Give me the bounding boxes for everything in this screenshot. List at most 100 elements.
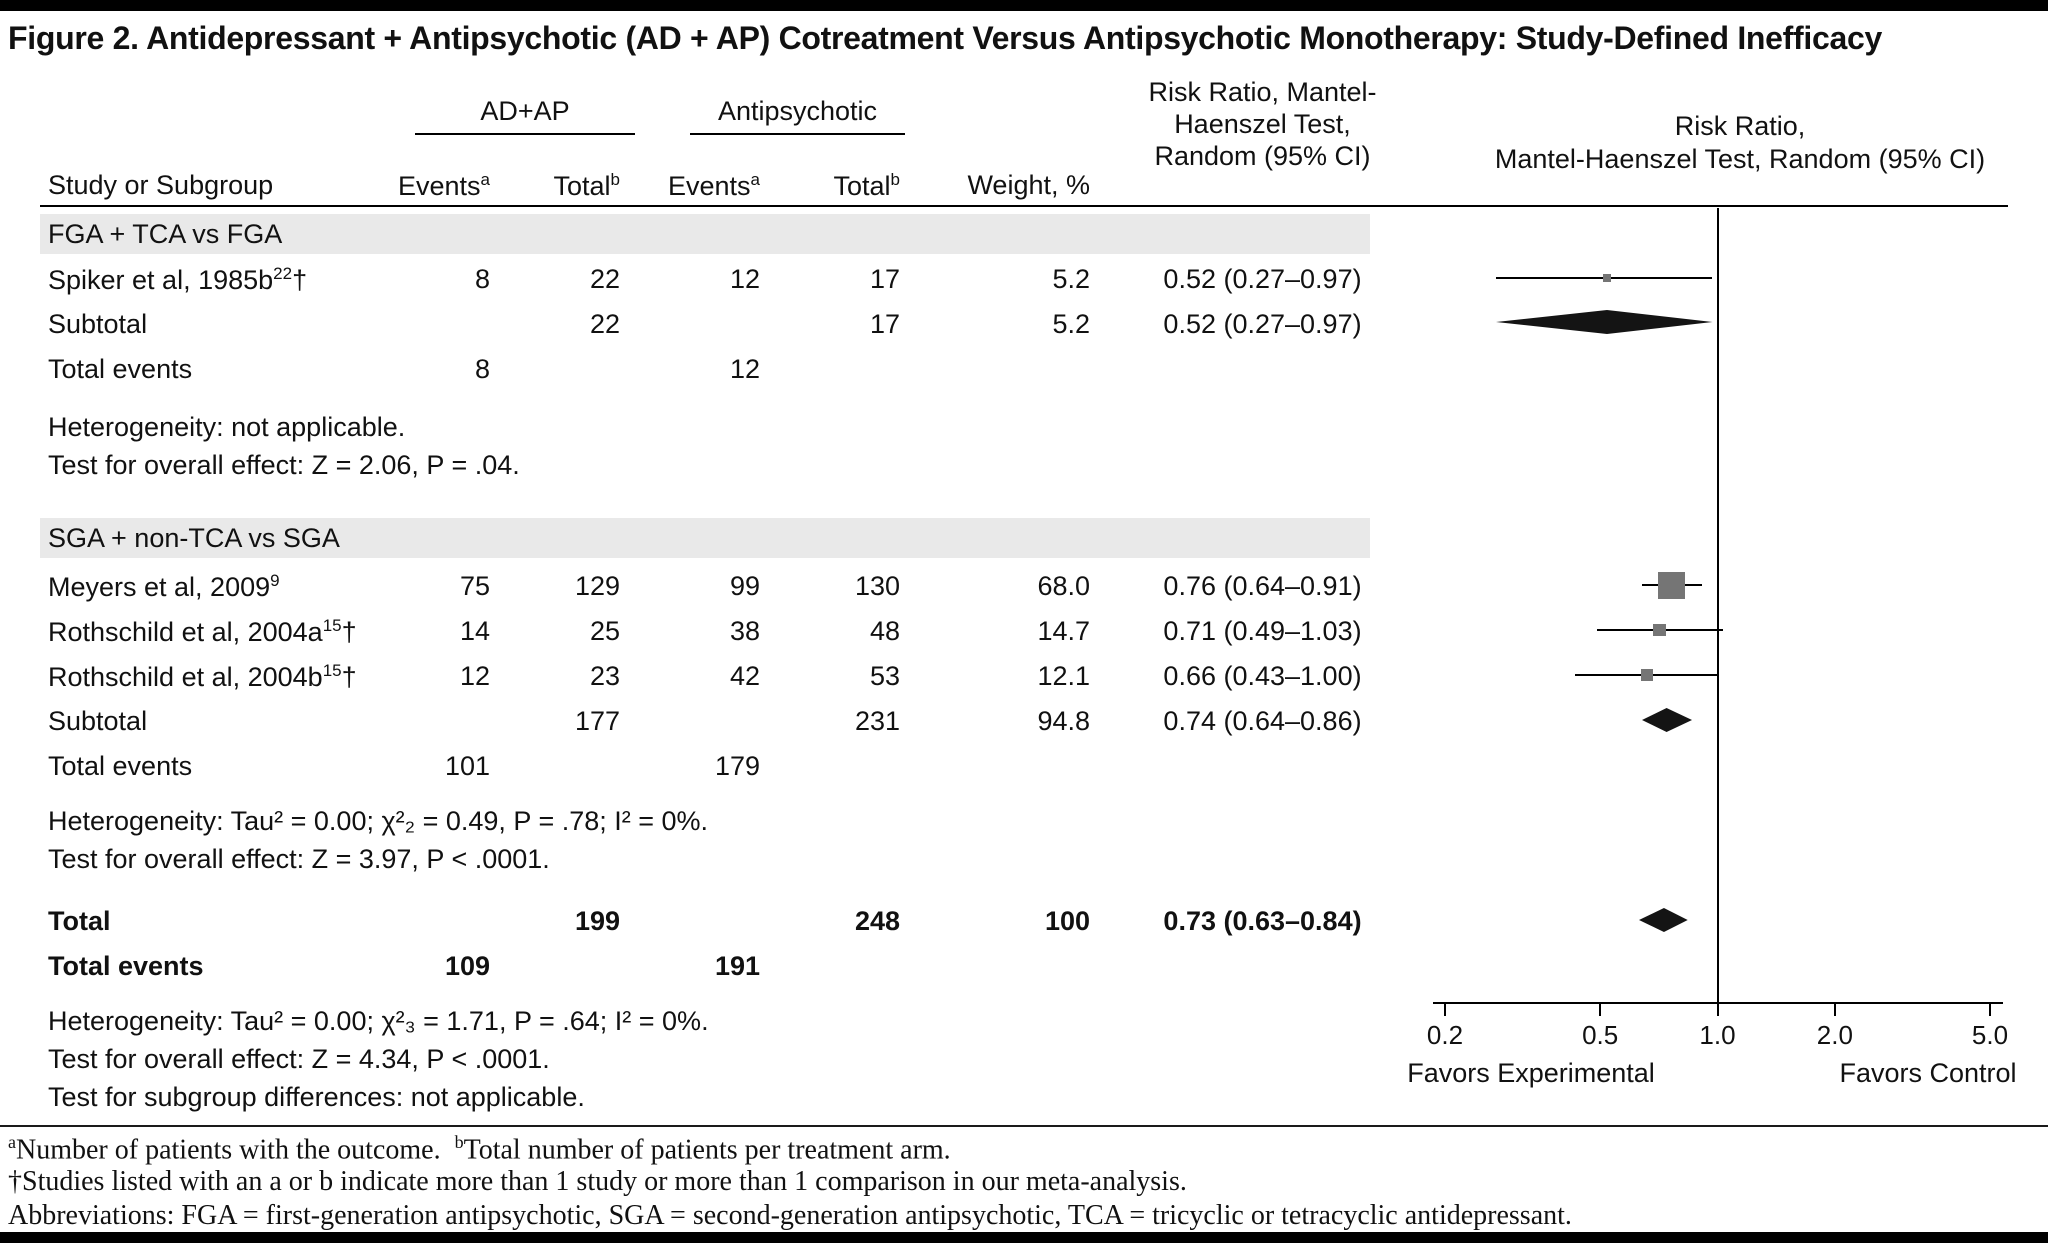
cell-total-ap: 17 bbox=[869, 264, 900, 294]
rr-header-line3: Random (95% CI) bbox=[1154, 141, 1371, 171]
subtotal-label: Subtotal bbox=[48, 309, 148, 339]
study-name-spiker: Spiker et al, 1985b22† bbox=[48, 264, 307, 296]
col-total-label: Total bbox=[553, 171, 611, 201]
axis-tick bbox=[1599, 1002, 1602, 1016]
cell-total-adap: 129 bbox=[574, 571, 620, 601]
footnote-abbreviations: Abbreviations: FGA = first-generation an… bbox=[8, 1200, 1572, 1231]
axis-tick-label: 2.0 bbox=[1816, 1020, 1853, 1050]
cell-events-adap: 75 bbox=[459, 571, 490, 601]
subtotal-weight: 5.2 bbox=[1052, 309, 1090, 339]
effect-square bbox=[1657, 571, 1685, 599]
subgroup-label-sga: SGA + non-TCA vs SGA bbox=[48, 523, 340, 553]
group-header-antipsychotic: Antipsychotic bbox=[717, 96, 878, 126]
axis-tick-label: 5.0 bbox=[1971, 1020, 2009, 1050]
grand-total-events-ap: 191 bbox=[714, 951, 760, 981]
col-total-sup: b bbox=[610, 170, 620, 189]
effect-square bbox=[1653, 623, 1666, 637]
subtotal-total-adap: 177 bbox=[574, 706, 620, 736]
plot-column-header: Risk Ratio, Mantel-Haenszel Test, Random… bbox=[1440, 110, 2040, 176]
grand-total-events-adap: 109 bbox=[444, 951, 490, 981]
study-dagger: † bbox=[341, 662, 357, 692]
group-underline-adap bbox=[415, 133, 635, 135]
top-rule bbox=[0, 0, 2048, 11]
footnote-rule bbox=[0, 1125, 2048, 1127]
cell-total-ap: 53 bbox=[869, 661, 900, 691]
study-ref-sup: 15 bbox=[322, 616, 342, 635]
rr-header-line1: Risk Ratio, Mantel- bbox=[1148, 77, 1377, 107]
study-dagger: † bbox=[292, 265, 308, 295]
subgroup-band-sga: SGA + non-TCA vs SGA bbox=[40, 518, 1370, 558]
axis-tick bbox=[1716, 1002, 1719, 1016]
heterogeneity-note-fga: Heterogeneity: not applicable. bbox=[48, 412, 406, 442]
figure-title: Figure 2. Antidepressant + Antipsychotic… bbox=[8, 20, 1882, 56]
subtotal-total-adap: 22 bbox=[589, 309, 620, 339]
cell-events-adap: 8 bbox=[474, 264, 490, 294]
total-events-adap: 101 bbox=[444, 751, 490, 781]
footnote-sup-b: b bbox=[454, 1132, 464, 1152]
cell-weight: 5.2 bbox=[1052, 264, 1090, 294]
study-text: Meyers et al, 2009 bbox=[48, 572, 271, 602]
col-events-sup: a bbox=[480, 170, 490, 189]
overall-effect-note-total: Test for overall effect: Z = 4.34, P < .… bbox=[48, 1044, 550, 1074]
study-text: Rothschild et al, 2004b bbox=[48, 662, 323, 692]
axis-tick bbox=[1444, 1002, 1446, 1016]
favors-experimental-label: Favors Experimental bbox=[1407, 1058, 1655, 1088]
grand-total-ap: 248 bbox=[854, 906, 900, 936]
cell-events-adap: 14 bbox=[459, 616, 490, 646]
subtotal-total-ap: 231 bbox=[854, 706, 900, 736]
study-ref-sup: 22 bbox=[273, 264, 293, 283]
cell-rr-ci: 0.71 (0.49–1.03) bbox=[1163, 616, 1362, 646]
subgroup-label-fga: FGA + TCA vs FGA bbox=[48, 219, 283, 249]
group-header-adap: AD+AP bbox=[480, 96, 570, 126]
plot-header-line1: Risk Ratio, bbox=[1674, 111, 1806, 141]
footnote-ab: aNumber of patients with the outcome. bTo… bbox=[8, 1132, 951, 1166]
subgroup-difference-note: Test for subgroup differences: not appli… bbox=[48, 1082, 585, 1112]
cell-weight: 14.7 bbox=[1037, 616, 1090, 646]
heterogeneity-note-sga: Heterogeneity: Tau² = 0.00; χ²₂ = 0.49, … bbox=[48, 806, 709, 836]
cell-events-ap: 42 bbox=[729, 661, 760, 691]
axis-tick-label: 1.0 bbox=[1699, 1020, 1736, 1050]
study-ref-sup: 15 bbox=[322, 661, 342, 680]
cell-total-ap: 48 bbox=[869, 616, 900, 646]
cell-events-ap: 12 bbox=[729, 264, 760, 294]
study-text: Rothschild et al, 2004a bbox=[48, 617, 323, 647]
total-events-label: Total events bbox=[48, 751, 193, 781]
col-events-ap: Eventsa bbox=[650, 170, 760, 202]
overall-effect-note-sga: Test for overall effect: Z = 3.97, P < .… bbox=[48, 844, 550, 874]
total-events-ap: 179 bbox=[714, 751, 760, 781]
col-total-label: Total bbox=[833, 171, 891, 201]
subtotal-total-ap: 17 bbox=[869, 309, 900, 339]
cell-total-adap: 25 bbox=[589, 616, 620, 646]
study-name-rothschild-a: Rothschild et al, 2004a15† bbox=[48, 616, 357, 648]
col-events-label: Events bbox=[397, 171, 481, 201]
cell-total-ap: 130 bbox=[854, 571, 900, 601]
axis-tick-label: 0.2 bbox=[1426, 1020, 1464, 1050]
cell-total-adap: 23 bbox=[589, 661, 620, 691]
cell-rr-ci: 0.52 (0.27–0.97) bbox=[1163, 264, 1362, 294]
grand-total-weight: 100 bbox=[1044, 906, 1090, 936]
cell-rr-ci: 0.76 (0.64–0.91) bbox=[1163, 571, 1362, 601]
grand-total-adap: 199 bbox=[574, 906, 620, 936]
total-events-adap: 8 bbox=[474, 354, 490, 384]
subgroup-band-fga: FGA + TCA vs FGA bbox=[40, 214, 1370, 254]
study-text: Spiker et al, 1985b bbox=[48, 265, 274, 295]
grand-total-events-label: Total events bbox=[48, 951, 204, 981]
col-events-label: Events bbox=[667, 171, 751, 201]
study-ref-sup: 9 bbox=[270, 571, 280, 590]
grand-total-rr-ci: 0.73 (0.63–0.84) bbox=[1163, 906, 1362, 936]
col-total-ap: Totalb bbox=[790, 170, 900, 202]
subtotal-label: Subtotal bbox=[48, 706, 148, 736]
subtotal-rr-ci: 0.52 (0.27–0.97) bbox=[1163, 309, 1362, 339]
total-events-label: Total events bbox=[48, 354, 193, 384]
footnote-dagger: †Studies listed with an a or b indicate … bbox=[8, 1166, 1187, 1197]
col-events-sup: a bbox=[750, 170, 760, 189]
plot-header-line2: Mantel-Haenszel Test, Random (95% CI) bbox=[1494, 144, 1986, 174]
study-name-meyers: Meyers et al, 20099 bbox=[48, 571, 280, 603]
col-events-adap: Eventsa bbox=[380, 170, 490, 202]
footnote-text-a: Number of patients with the outcome. bbox=[16, 1134, 441, 1166]
axis-tick-label: 0.5 bbox=[1582, 1020, 1619, 1050]
footnote-text-b: Total number of patients per treatment a… bbox=[463, 1134, 951, 1166]
cell-events-ap: 38 bbox=[729, 616, 760, 646]
header-rule bbox=[40, 205, 2008, 207]
footnote-sup-a: a bbox=[8, 1132, 16, 1152]
